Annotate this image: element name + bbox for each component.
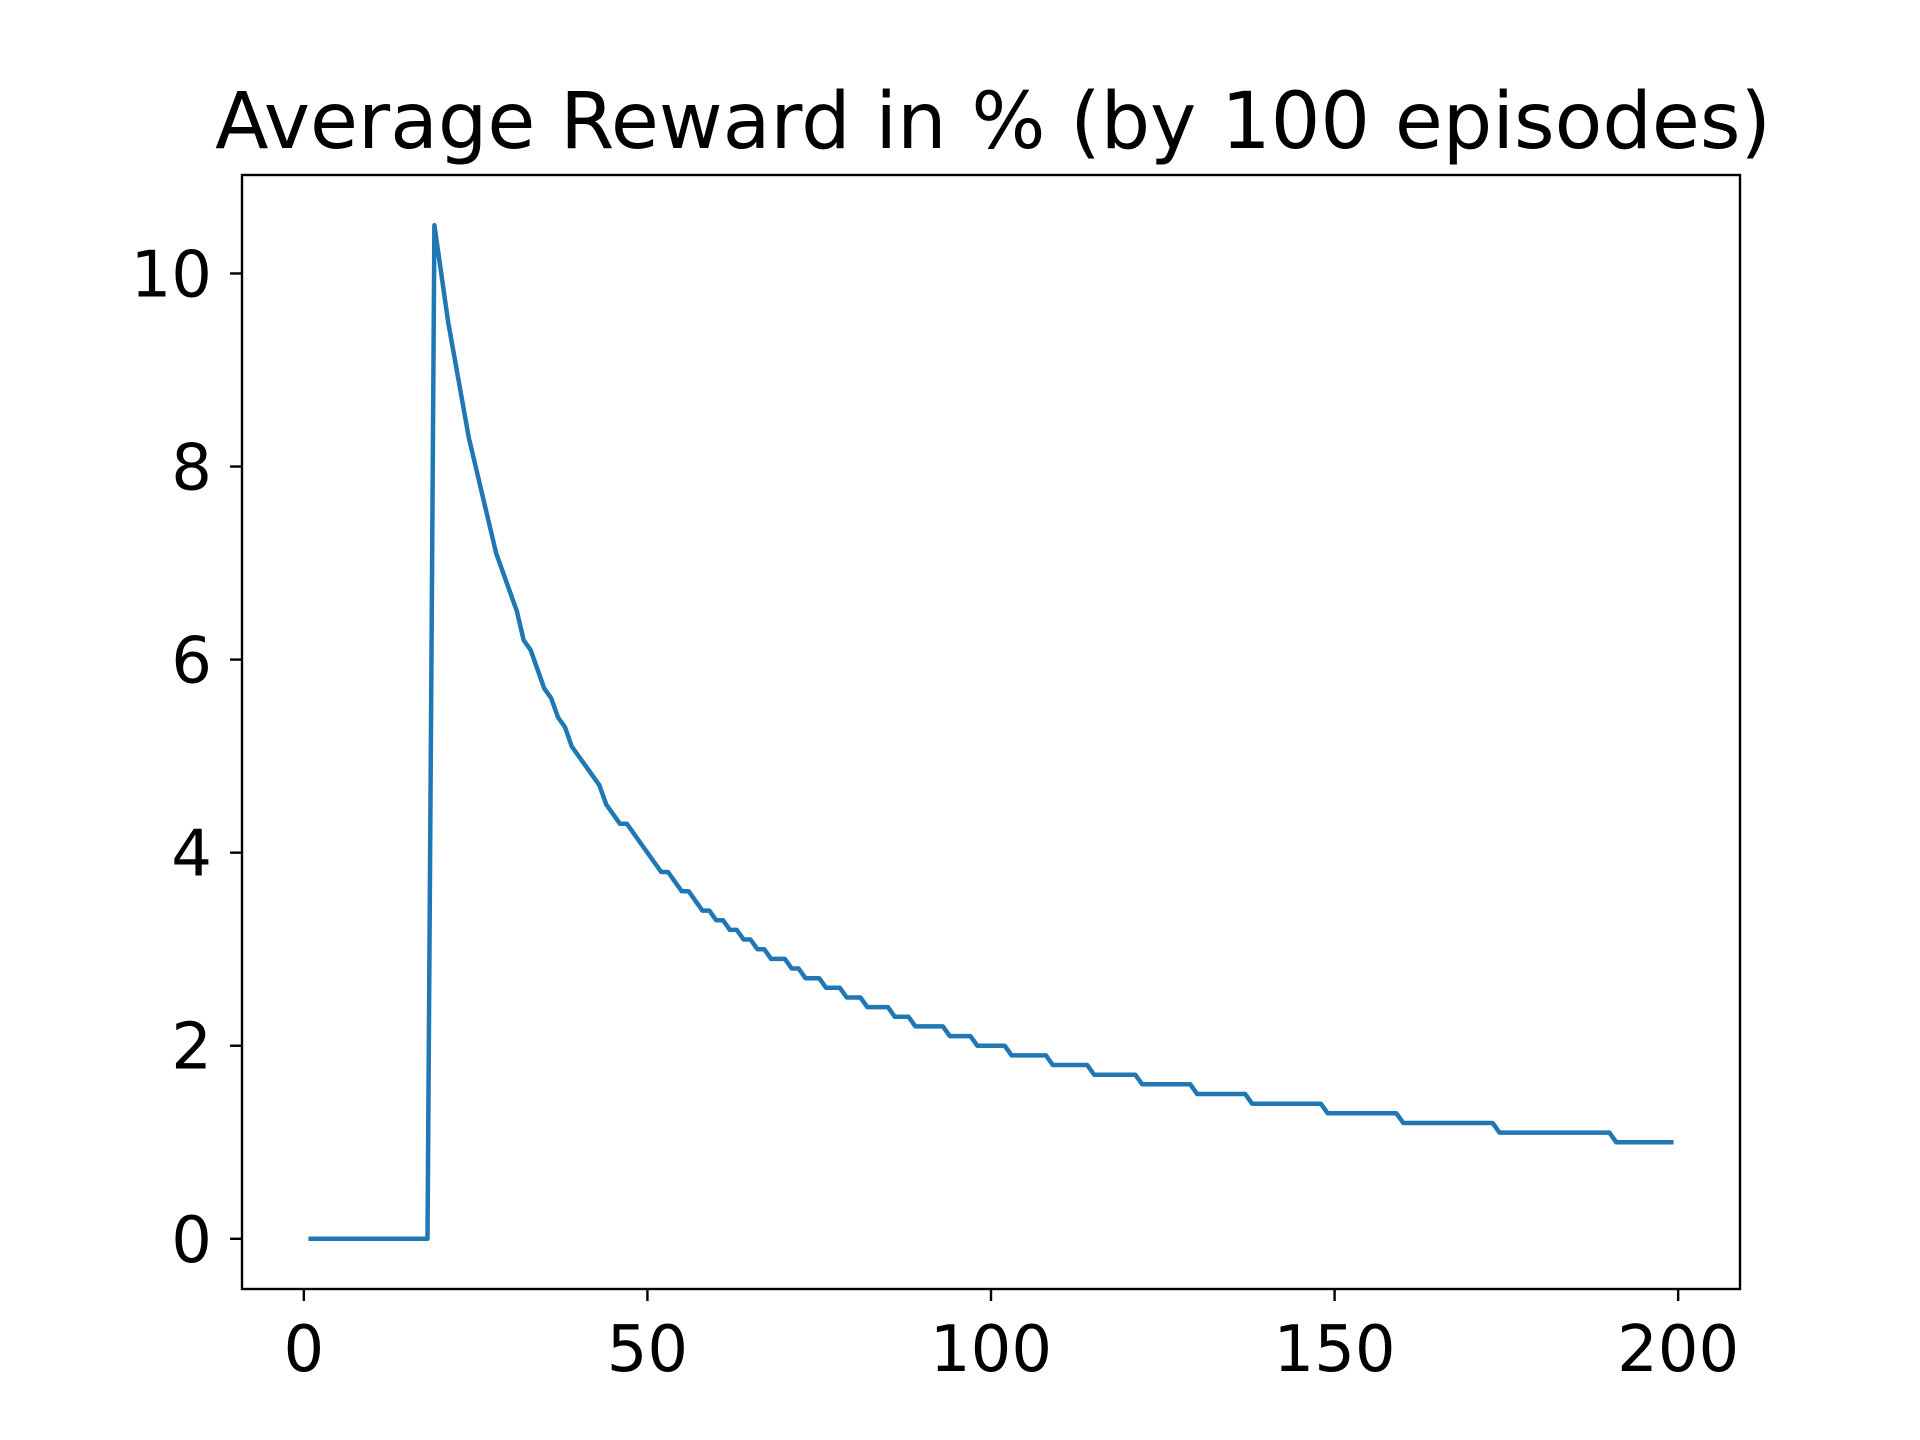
x-tick-label: 0 <box>283 1313 324 1387</box>
y-tick-label: 0 <box>171 1204 212 1278</box>
y-tick-label: 2 <box>171 1011 212 1085</box>
chart-title: Average Reward in % (by 100 episodes) <box>215 77 1771 167</box>
plot-frame <box>240 173 1742 1291</box>
y-axis: 0 2 4 6 8 10 <box>131 238 242 1278</box>
y-tick-label: 6 <box>171 625 212 699</box>
y-tick-label: 10 <box>131 238 212 312</box>
x-axis: 0 50 100 150 200 <box>283 1289 1739 1387</box>
y-tick-label: 8 <box>171 432 212 506</box>
series-line-1 <box>308 222 1674 1242</box>
x-tick-label: 50 <box>607 1313 688 1387</box>
y-tick-label: 4 <box>171 818 212 892</box>
plot-area <box>240 173 1742 1291</box>
x-tick-label: 150 <box>1273 1313 1395 1387</box>
x-tick-label: 100 <box>930 1313 1052 1387</box>
x-tick-label: 200 <box>1617 1313 1739 1387</box>
